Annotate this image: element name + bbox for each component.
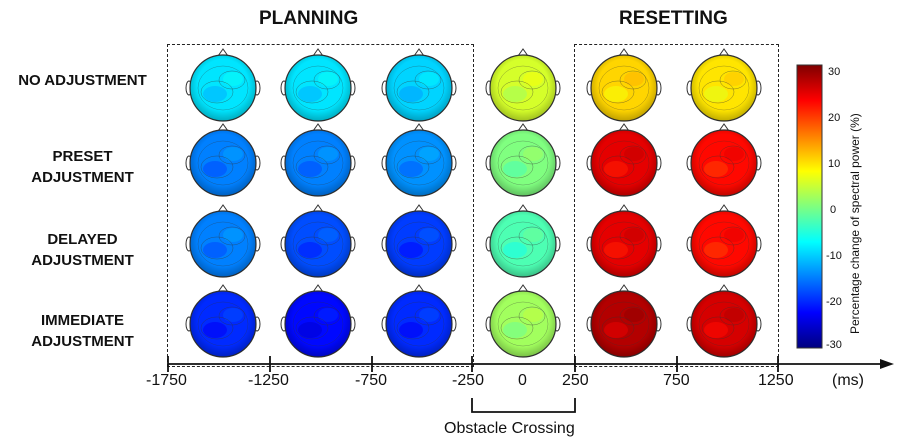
topomap	[485, 123, 561, 197]
tick-label: -750	[355, 372, 388, 389]
topomap	[381, 284, 457, 358]
topomap	[185, 284, 261, 358]
topomap	[586, 123, 662, 197]
tick-label: 750	[663, 372, 690, 389]
topomap	[381, 123, 457, 197]
row-label-line2: ADJUSTMENT	[31, 169, 134, 186]
topomap	[280, 123, 356, 197]
planning-group-box	[167, 44, 474, 367]
colorbar-tick: -20	[826, 296, 842, 308]
topomap	[686, 48, 762, 122]
topomap	[185, 123, 261, 197]
topomap	[185, 204, 261, 278]
row-label-immediate-adjustment: IMMEDIATE ADJUSTMENT	[0, 310, 165, 352]
colorbar-tick: 0	[830, 204, 837, 216]
topomap	[280, 284, 356, 358]
tick-label: 0	[518, 372, 527, 389]
row-label-no-adjustment: NO ADJUSTMENT	[0, 70, 165, 91]
time-axis-arrow	[880, 359, 894, 369]
tick-label: 250	[562, 372, 589, 389]
topomap	[686, 204, 762, 278]
tick-label: -1750	[146, 372, 187, 389]
tick-label: -1250	[248, 372, 289, 389]
colorbar-tick: 30	[828, 66, 841, 78]
row-label-line1: DELAYED	[47, 231, 118, 248]
row-label-line1: PRESET	[52, 148, 113, 165]
topomap	[485, 48, 561, 122]
topomap	[185, 48, 261, 122]
topomap	[586, 204, 662, 278]
row-label-line2: ADJUSTMENT	[31, 333, 134, 350]
axis-unit-label: (ms)	[832, 372, 864, 389]
colorbar	[796, 64, 823, 349]
obstacle-crossing-label: Obstacle Crossing	[444, 420, 575, 437]
planning-header: PLANNING	[259, 8, 359, 29]
topomap	[381, 48, 457, 122]
row-label-line1: NO ADJUSTMENT	[18, 72, 147, 89]
topomap	[586, 48, 662, 122]
topomap	[381, 204, 457, 278]
row-label-preset-adjustment: PRESET ADJUSTMENT	[0, 146, 165, 188]
row-label-line2: ADJUSTMENT	[31, 252, 134, 269]
colorbar-tick: 10	[828, 158, 841, 170]
time-axis-ticks	[167, 356, 779, 372]
topomap	[485, 204, 561, 278]
topomap	[280, 48, 356, 122]
tick-label: 1250	[758, 372, 794, 389]
row-label-line1: IMMEDIATE	[40, 312, 125, 329]
resetting-header: RESETTING	[619, 8, 728, 29]
tick-label: -250	[452, 372, 485, 389]
row-label-delayed-adjustment: DELAYED ADJUSTMENT	[0, 229, 165, 271]
topomap	[280, 204, 356, 278]
obstacle-crossing-bracket	[471, 398, 576, 413]
colorbar-tick: 20	[828, 112, 841, 124]
colorbar-tick: -10	[826, 250, 842, 262]
topomap	[686, 123, 762, 197]
topomap	[485, 284, 561, 358]
colorbar-tick: -30	[826, 339, 842, 351]
colorbar-title: Percentage change of spectral power (%)	[848, 113, 862, 334]
topomap	[586, 284, 662, 358]
topomap	[686, 284, 762, 358]
